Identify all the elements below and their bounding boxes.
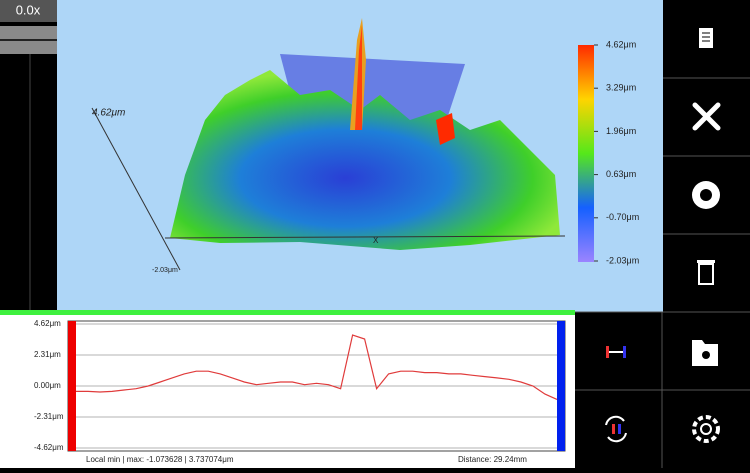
x-axis-label: X (373, 236, 379, 245)
report-button[interactable] (699, 28, 713, 48)
colorbar-label: -0.70μm (606, 212, 639, 222)
settings-button[interactable] (692, 415, 720, 443)
zoom-box[interactable] (0, 0, 57, 22)
swap-button[interactable] (605, 415, 627, 443)
folder-button[interactable] (692, 340, 718, 366)
tools-button[interactable] (692, 102, 721, 131)
cursor-right[interactable] (557, 321, 565, 451)
zoom-label: 0.0x (16, 2, 41, 17)
profile-plot: 4.62μm 2.31μm 0.00μm -2.31μm -4.62μm (34, 319, 565, 452)
z-bottom-label: -2.03μm (152, 267, 178, 274)
surface-spike-top (355, 25, 362, 130)
profile-line (76, 334, 558, 400)
separator (0, 310, 575, 315)
y-tick-label: -2.31μm (34, 412, 64, 421)
y-tick-label: 4.62μm (34, 319, 61, 328)
colorbar-label: -2.03μm (606, 255, 639, 265)
delete-button[interactable] (697, 260, 715, 285)
y-tick-label: 0.00μm (34, 381, 61, 390)
right-panel (575, 0, 750, 468)
surface-3d (170, 70, 560, 250)
measure-button[interactable] (606, 346, 626, 358)
colorbar-label: 3.29μm (606, 83, 636, 93)
footer-minmax: Local min | max: -1.073628 | 3.737074μm (86, 455, 234, 464)
capture-button[interactable] (692, 181, 720, 209)
colorbar (578, 45, 594, 262)
z-top-label: 4.62μm (92, 108, 125, 119)
footer-distance: Distance: 29.24mm (458, 455, 527, 464)
axis-x (164, 235, 566, 239)
y-tick-label: 2.31μm (34, 350, 61, 359)
surface-peak (436, 113, 455, 145)
axis-z (91, 107, 181, 271)
y-tick-label: -4.62μm (34, 443, 64, 452)
colorbar-label: 1.96μm (606, 126, 636, 136)
colorbar-label: 0.63μm (606, 169, 636, 179)
cursor-left[interactable] (68, 321, 76, 451)
colorbar-ticks: 4.62μm 3.29μm 1.96μm 0.63μm -0.70μm -2.03μm (594, 39, 639, 265)
colorbar-label: 4.62μm (606, 39, 636, 49)
